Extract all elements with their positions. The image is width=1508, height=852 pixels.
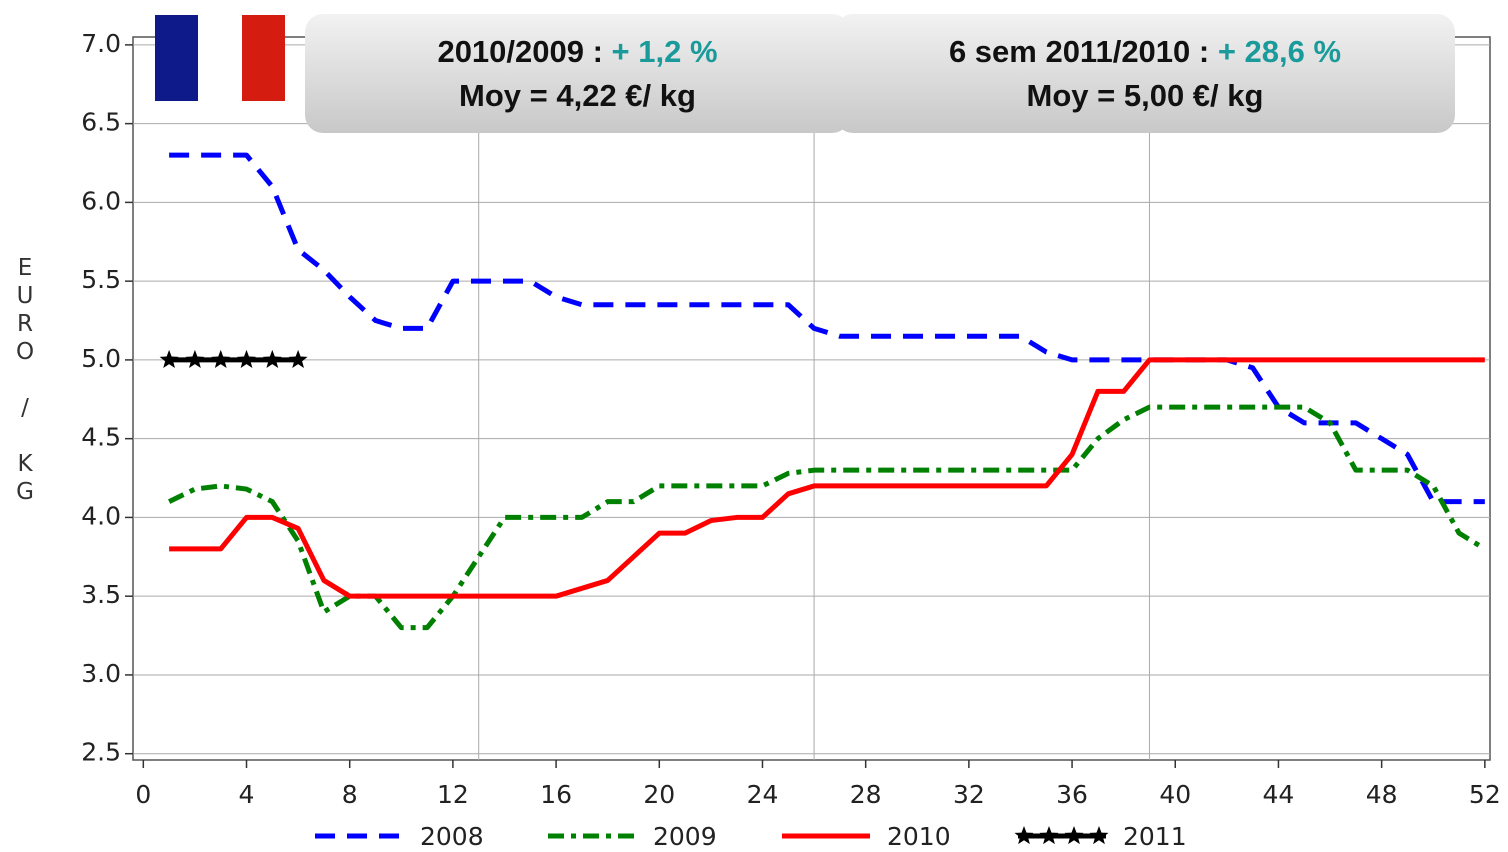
star-marker: [185, 349, 205, 368]
x-tick-label: 48: [1366, 780, 1398, 809]
series-line: [169, 357, 1485, 599]
x-tick-label: 24: [747, 780, 779, 809]
x-tick-label: 12: [437, 780, 469, 809]
x-tick-label: 44: [1263, 780, 1295, 809]
series-line: [168, 404, 1487, 631]
legend-label: 2010: [887, 822, 951, 851]
annotation-highlight: + 1,2 %: [611, 34, 718, 69]
x-tick-label: 52: [1469, 780, 1501, 809]
x-tick-label: 20: [643, 780, 675, 809]
annotation-text: 6 sem 2011/2010 :: [948, 34, 1218, 69]
x-tick-label: 36: [1056, 780, 1088, 809]
star-marker: [211, 349, 231, 368]
y-tick-label: 6.5: [81, 108, 121, 137]
x-tick-label: 40: [1159, 780, 1191, 809]
y-tick-label: 5.5: [81, 265, 121, 294]
legend-star: [1089, 826, 1109, 845]
annotation: 6 sem 2011/2010 : + 28,6 % Moy = 5,00 €/ …: [835, 14, 1455, 133]
plot: 2.53.03.54.04.55.05.56.06.57.00 4 8 12 16 20 2…: [81, 29, 1501, 851]
star-marker: [159, 349, 179, 368]
y-tick-label: 4.5: [81, 423, 121, 452]
annotation: 2010/2009 : + 1,2 % Moy = 4,22 €/ kg: [305, 14, 850, 133]
x-tick-label: 8: [342, 780, 358, 809]
legend-star: [1039, 826, 1059, 845]
legend-star: [1014, 826, 1034, 845]
x-tick-label: 32: [953, 780, 985, 809]
x-tick-label: 28: [850, 780, 882, 809]
flag-blue: [155, 15, 198, 101]
x-tick-label: 4: [239, 780, 255, 809]
y-tick-label: 7.0: [81, 29, 121, 58]
flag-white: [198, 15, 242, 101]
x-tick-label: 0: [135, 780, 151, 809]
legend-label: 2009: [653, 822, 717, 851]
annotation-highlight: + 28,6 %: [1217, 34, 1342, 69]
x-tick-label: 16: [540, 780, 572, 809]
y-tick-label: 6.0: [81, 186, 121, 215]
legend-label: 2008: [420, 822, 484, 851]
y-axis-label: EURO / KG: [12, 255, 38, 507]
annotation-text: Moy = 5,00 €/ kg: [1026, 78, 1264, 113]
star-marker: [262, 349, 282, 368]
legend-label: 2011: [1123, 822, 1187, 851]
y-tick-label: 3.0: [81, 659, 121, 688]
legend-star: [1064, 826, 1084, 845]
y-tick-label: 4.0: [81, 501, 121, 530]
y-tick-label: 3.5: [81, 580, 121, 609]
star-marker: [237, 349, 257, 368]
plot-area: [132, 36, 1491, 761]
flag-red: [242, 15, 285, 101]
series-line: [169, 152, 1485, 505]
y-tick-label: 2.5: [81, 738, 121, 767]
annotation-text: 2010/2009 :: [437, 34, 612, 69]
star-marker: [288, 349, 308, 368]
y-tick-label: 5.0: [81, 344, 121, 373]
annotation-text: Moy = 4,22 €/ kg: [459, 78, 696, 113]
